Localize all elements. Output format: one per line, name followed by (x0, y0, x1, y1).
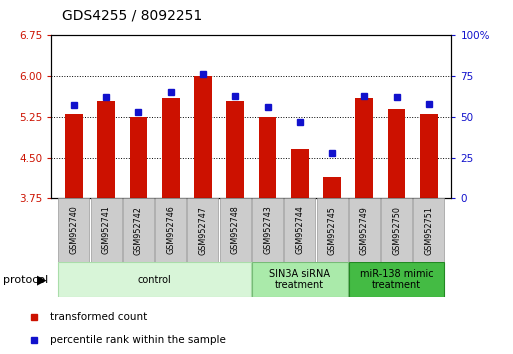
Bar (356, 98, 373, 198)
Bar (349, 198, 380, 262)
Bar (317, 198, 347, 262)
Bar (284, 198, 315, 262)
Text: transformed count: transformed count (50, 312, 147, 321)
Bar (252, 262, 347, 297)
Text: GSM952745: GSM952745 (327, 206, 337, 255)
Bar (58, 198, 89, 262)
Bar (252, 198, 283, 262)
Bar (130, 117, 147, 198)
Bar (323, 177, 341, 198)
Bar (220, 198, 251, 262)
Text: protocol: protocol (3, 275, 48, 285)
Bar (381, 198, 412, 262)
Text: GSM952746: GSM952746 (166, 206, 175, 255)
Bar (155, 198, 186, 262)
Text: GSM952748: GSM952748 (231, 206, 240, 255)
Text: GSM952751: GSM952751 (424, 206, 433, 255)
Bar (187, 198, 219, 262)
Text: GDS4255 / 8092251: GDS4255 / 8092251 (62, 9, 202, 23)
Bar (291, 149, 309, 198)
Text: GSM952742: GSM952742 (134, 206, 143, 255)
Bar (194, 76, 212, 198)
Text: GSM952741: GSM952741 (102, 206, 111, 255)
Bar (58, 262, 251, 297)
Text: GSM952747: GSM952747 (199, 206, 207, 255)
Text: control: control (137, 275, 171, 285)
Text: ▶: ▶ (37, 274, 47, 287)
Text: percentile rank within the sample: percentile rank within the sample (50, 335, 226, 345)
Bar (420, 114, 438, 198)
Text: SIN3A siRNA
treatment: SIN3A siRNA treatment (269, 269, 330, 291)
Bar (413, 198, 444, 262)
Bar (259, 117, 277, 198)
Bar (91, 198, 122, 262)
Bar (388, 109, 405, 198)
Text: GSM952744: GSM952744 (295, 206, 304, 255)
Bar (123, 198, 154, 262)
Text: GSM952740: GSM952740 (69, 206, 78, 255)
Text: GSM952750: GSM952750 (392, 206, 401, 255)
Bar (97, 101, 115, 198)
Bar (162, 98, 180, 198)
Bar (349, 262, 444, 297)
Bar (65, 114, 83, 198)
Text: miR-138 mimic
treatment: miR-138 mimic treatment (360, 269, 433, 291)
Text: GSM952743: GSM952743 (263, 206, 272, 255)
Text: GSM952749: GSM952749 (360, 206, 369, 255)
Bar (226, 101, 244, 198)
